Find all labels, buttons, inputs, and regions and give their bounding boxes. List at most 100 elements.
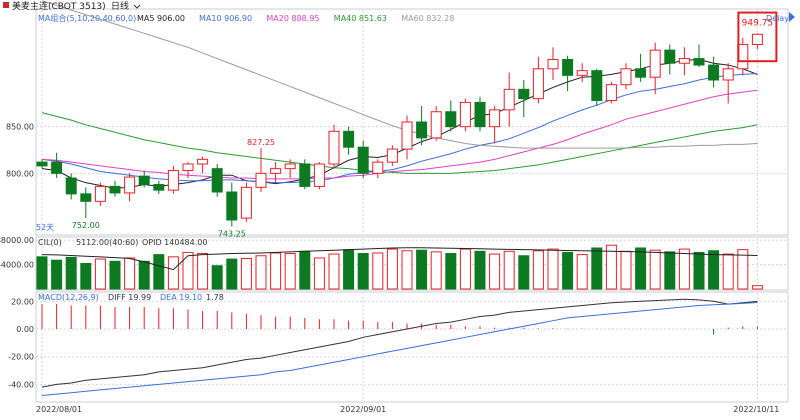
macd-y-tick-label: 0.00 (16, 325, 34, 334)
macd-y-tick-label: -20.00 (8, 353, 34, 362)
candlestick (211, 168, 223, 193)
candlestick (182, 163, 194, 172)
candlestick (328, 130, 340, 165)
dea-line (41, 302, 758, 396)
volume-bar (474, 250, 486, 290)
open-interest-line (41, 247, 758, 271)
volume-bar (562, 251, 574, 290)
vol-legend-item: OPID 140484.00 (142, 238, 207, 247)
volume-bar (678, 248, 690, 290)
volume-bar (518, 255, 530, 290)
candlestick (722, 68, 734, 81)
volume-bar (167, 256, 179, 290)
macd-y-tick-label: 20.00 (11, 297, 34, 306)
volume-y-tick-label: 44000.00 (0, 261, 34, 270)
ma-line-ma20 (41, 89, 758, 180)
candlestick (94, 185, 106, 202)
volume-panel-frame (35, 236, 789, 291)
diff-line (41, 298, 758, 388)
candlestick (576, 70, 588, 76)
volume-bar (80, 263, 92, 290)
candlestick (372, 161, 384, 174)
chart-header: 美麦主连(CBOT 3513) 日线 (3, 0, 141, 12)
volume-bar (708, 250, 720, 290)
moving-average-lines (41, 0, 758, 189)
volume-bar (386, 248, 398, 290)
volume-bar (445, 253, 457, 290)
ma-legend-item: MA60 832.28 (401, 14, 454, 23)
period-label: 日线 (111, 0, 129, 12)
candlestick (270, 168, 282, 174)
volume-bar (605, 244, 617, 290)
volume-bar (401, 250, 413, 290)
candlestick (80, 193, 92, 202)
ma-line-ma10 (41, 72, 758, 184)
indicator-lines (41, 247, 758, 396)
ma-legend-item: MA20 888.95 (266, 14, 319, 23)
candlestick (547, 58, 559, 70)
candlestick (401, 121, 413, 150)
volume-bar (576, 254, 588, 290)
ma-legend: MA组合(5,10,20,40,60,0) MA5 906.00 MA10 906… (38, 13, 454, 23)
volume-bar (547, 248, 559, 290)
volume-bar (357, 253, 369, 290)
volume-bar (620, 250, 632, 290)
candlestick (649, 49, 661, 78)
candlestick (518, 88, 530, 100)
candlestick (299, 163, 311, 187)
candlestick (167, 170, 179, 191)
candlestick (751, 33, 763, 46)
volume-bar (94, 258, 106, 290)
header-square-icon (3, 2, 9, 8)
volume-bar (109, 260, 121, 290)
volume-bar (416, 249, 428, 290)
candlestick (591, 70, 603, 102)
price-panel-frame (35, 8, 789, 236)
vol-legend-item: 5112.00(40:60) (76, 238, 138, 247)
x-tick-label: 2022/10/11 (733, 405, 779, 414)
macd-legend-item: 1.78 (206, 293, 224, 302)
volume-bar (343, 249, 355, 290)
price-annotation-label: 752.00 (72, 221, 100, 230)
volume-bar (182, 251, 194, 290)
chevron-down-icon[interactable] (133, 4, 141, 9)
x-tick-label: 2022/08/01 (36, 405, 82, 414)
volume-bar (138, 260, 150, 290)
volume-legend: CIL(0) 5112.00(40:60) OPID 140484.00 (38, 238, 207, 247)
candlestick (459, 101, 471, 128)
volume-bar (124, 257, 136, 290)
candlestick (240, 186, 252, 219)
vol-legend-group: CIL(0) (38, 238, 62, 247)
ma-legend-group: MA组合(5,10,20,40,60,0) (38, 13, 136, 23)
candlestick (65, 177, 77, 195)
volume-bar (591, 247, 603, 290)
candlestick (36, 161, 48, 167)
volume-bar (255, 255, 267, 290)
candlestick (197, 158, 209, 165)
volume-bar (36, 256, 48, 290)
ma-legend-item: MA5 906.00 (137, 14, 185, 23)
candlestick (693, 58, 705, 66)
candlestick (620, 68, 632, 86)
candlestick (664, 49, 676, 64)
ma-line-ma40 (41, 112, 758, 174)
volume-bar (284, 253, 296, 290)
candlestick (489, 109, 501, 128)
ma-line-ma60 (41, 0, 758, 149)
candlestick (226, 191, 238, 221)
volume-bar (372, 252, 384, 290)
volume-bar (649, 249, 661, 290)
candlestick (474, 101, 486, 128)
candlestick (445, 111, 457, 128)
volume-bar (328, 253, 340, 290)
volume-bar (751, 285, 763, 290)
ma-legend-item: MA40 851.63 (334, 14, 387, 23)
price-annotations: 827.25 752.00 743.25 949.75 (72, 11, 778, 238)
macd-legend: MACD(12,26,9) DIFF 19.99 DEA 19.10 1.78 (38, 293, 224, 302)
grid-lines (36, 10, 788, 401)
volume-bar (299, 250, 311, 290)
candlestick (124, 176, 136, 194)
candlestick (416, 121, 428, 139)
candlestick (153, 184, 165, 191)
